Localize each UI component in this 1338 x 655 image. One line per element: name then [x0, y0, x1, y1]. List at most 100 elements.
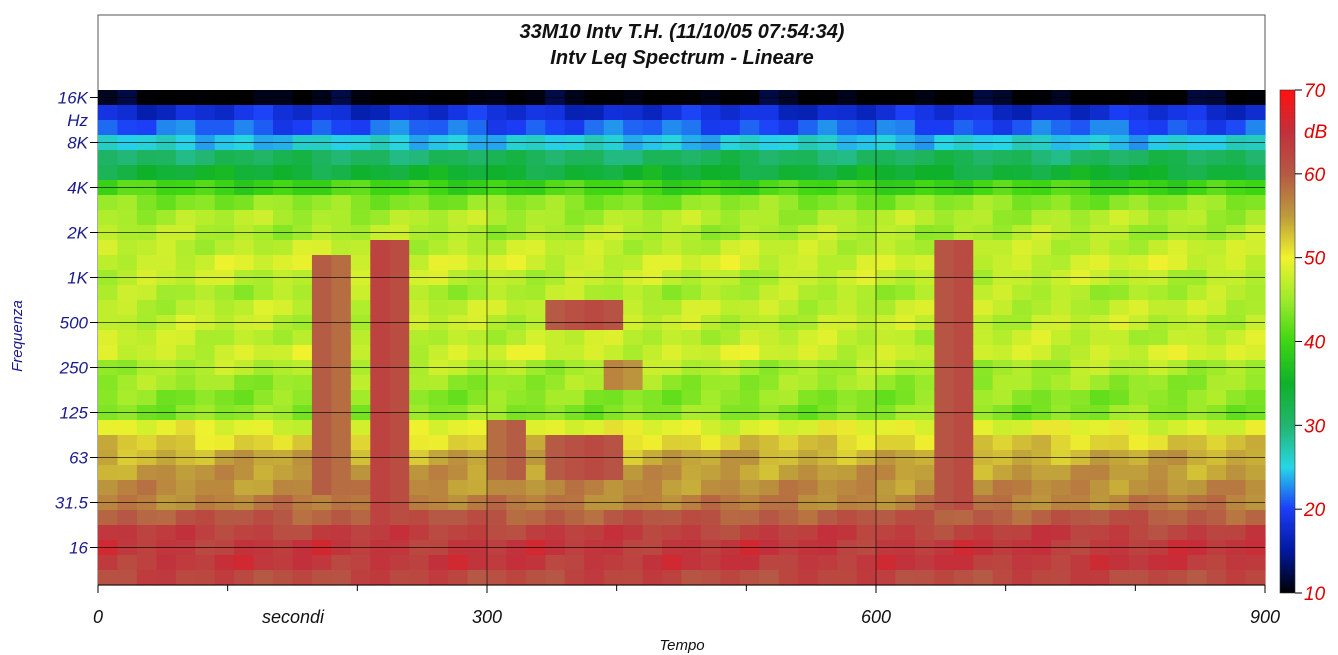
heatmap-cell [156, 195, 177, 211]
heatmap-cell [1148, 300, 1169, 316]
heatmap-cell [273, 255, 294, 271]
heatmap-cell [720, 465, 741, 481]
heatmap-cell [98, 120, 119, 136]
heatmap-cell [603, 195, 624, 211]
heatmap-cell [195, 255, 216, 271]
heatmap-cell [856, 285, 877, 301]
heatmap-cell [136, 375, 157, 391]
heatmap-cell [953, 150, 974, 166]
heatmap-cell [136, 390, 157, 406]
heatmap-cell [1187, 480, 1208, 496]
heatmap-cell [350, 255, 371, 271]
heatmap-cell [759, 120, 780, 136]
heatmap-cell [136, 435, 157, 451]
heatmap-cell [662, 330, 683, 346]
heatmap-cell [1167, 525, 1188, 541]
heatmap-cell [720, 345, 741, 361]
heatmap-cell [778, 255, 799, 271]
heatmap-cell [817, 420, 838, 436]
heatmap-cell [623, 345, 644, 361]
heatmap-cell [1245, 480, 1266, 496]
heatmap-cell [953, 570, 974, 586]
heatmap-cell [681, 375, 702, 391]
heatmap-cell [992, 255, 1013, 271]
heatmap-cell [642, 255, 663, 271]
heatmap-cell [739, 525, 760, 541]
heatmap-cell [798, 525, 819, 541]
heatmap-cell [1245, 420, 1266, 436]
heatmap-cell [292, 420, 313, 436]
heatmap-cell [934, 210, 955, 226]
heatmap-cell [662, 285, 683, 301]
heatmap-cell [273, 105, 294, 121]
heatmap-cell [370, 210, 391, 226]
heatmap-cell [642, 300, 663, 316]
heatmap-cell [1226, 345, 1247, 361]
heatmap-cell [1089, 210, 1110, 226]
heatmap-cell [1031, 390, 1052, 406]
heatmap-cell [448, 285, 469, 301]
heatmap-cell [623, 255, 644, 271]
heatmap-cell [1089, 165, 1110, 181]
heatmap-cell [1128, 120, 1149, 136]
heatmap-cell [467, 195, 488, 211]
heatmap-cell [876, 240, 897, 256]
heatmap-cell [1187, 435, 1208, 451]
heatmap-cell [1109, 195, 1130, 211]
heatmap-cell [934, 480, 955, 496]
heatmap-cell [798, 105, 819, 121]
heatmap-cell [273, 465, 294, 481]
heatmap-cell [487, 525, 508, 541]
heatmap-cell [350, 210, 371, 226]
heatmap-cell [195, 330, 216, 346]
heatmap-cell [273, 435, 294, 451]
heatmap-cell [292, 165, 313, 181]
heatmap-cell [175, 300, 196, 316]
heatmap-cell [331, 480, 352, 496]
heatmap-cell [1070, 195, 1091, 211]
heatmap-cell [1051, 210, 1072, 226]
heatmap-cell [856, 465, 877, 481]
y-tick-label: 250 [59, 359, 89, 378]
heatmap-cell [681, 165, 702, 181]
heatmap-cell [545, 330, 566, 346]
heatmap-cell [448, 240, 469, 256]
heatmap-cell [817, 120, 838, 136]
heatmap-cell [1012, 570, 1033, 586]
heatmap-cell [642, 555, 663, 571]
heatmap-cell [564, 345, 585, 361]
heatmap-cell [117, 390, 138, 406]
heatmap-cell [273, 390, 294, 406]
heatmap-cell [1089, 420, 1110, 436]
heatmap-cell [98, 345, 119, 361]
heatmap-cell [1070, 330, 1091, 346]
heatmap-cell [992, 150, 1013, 166]
heatmap-cell [506, 240, 527, 256]
heatmap-cell [700, 210, 721, 226]
heatmap-cell [973, 480, 994, 496]
heatmap-cell [98, 465, 119, 481]
heatmap-cell [1148, 195, 1169, 211]
heatmap-cell [973, 105, 994, 121]
heatmap-cell [700, 285, 721, 301]
heatmap-cell [331, 210, 352, 226]
heatmap-cell [623, 555, 644, 571]
heatmap-cell [992, 285, 1013, 301]
heatmap-cell [117, 435, 138, 451]
heatmap-cell [487, 150, 508, 166]
heatmap-cell [1167, 255, 1188, 271]
heatmap-cell [759, 330, 780, 346]
heatmap-cell [603, 150, 624, 166]
heatmap-cell [156, 330, 177, 346]
heatmap-cell [914, 195, 935, 211]
heatmap-cell [1070, 210, 1091, 226]
heatmap-cell [1206, 240, 1227, 256]
heatmap-cell [662, 255, 683, 271]
heatmap-cell [895, 300, 916, 316]
heatmap-cell [117, 105, 138, 121]
heatmap-cell [1167, 120, 1188, 136]
heatmap-cell [1128, 480, 1149, 496]
heatmap-cell [175, 240, 196, 256]
heatmap-cell [1148, 240, 1169, 256]
colorbar-unit: dB [1304, 122, 1328, 143]
